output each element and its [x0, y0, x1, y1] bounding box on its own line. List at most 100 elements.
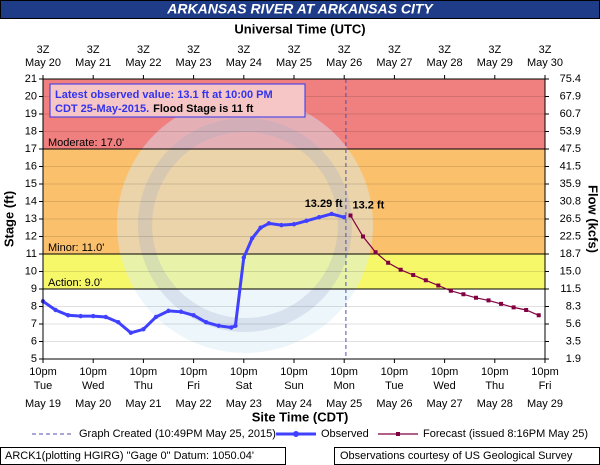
top-tick-date: May 25: [276, 57, 312, 69]
x-tick-day: Fri: [187, 380, 200, 392]
observed-point: [91, 313, 96, 319]
y2-tick-label: 18.7: [560, 248, 581, 260]
top-tick-date: May 23: [176, 57, 212, 69]
observed-point: [342, 215, 347, 220]
observed-point: [78, 313, 83, 319]
peak-annotation: 13.29 ft: [305, 198, 343, 210]
y-tick-label: 11: [26, 248, 37, 260]
x-tick-date: May 21: [125, 398, 161, 410]
x-tick-date: May 25: [326, 398, 362, 410]
y2-axis-title: Flow (kcfs): [586, 185, 600, 253]
y-tick-label: 5: [31, 353, 37, 365]
top-tick-label: 3Z: [137, 44, 150, 56]
top-tick-date: May 24: [226, 57, 262, 69]
y-axis-title: Stage (ft): [1, 191, 16, 247]
forecast-point: [499, 301, 504, 306]
x-tick-day: Mon: [333, 380, 354, 392]
observed-point: [249, 236, 255, 241]
x-tick-date: May 28: [477, 398, 513, 410]
y-tick-label: 7: [31, 318, 37, 330]
flood-band: [43, 149, 545, 254]
y-tick-label: 18: [25, 125, 37, 137]
observed-point: [153, 314, 159, 320]
observed-point: [178, 309, 184, 314]
y2-tick-label: 67.9: [560, 90, 581, 102]
forecast-point: [486, 298, 491, 303]
top-axis-title: Universal Time (UTC): [234, 21, 365, 36]
observed-point: [116, 320, 121, 325]
legend-forecast-label: Forecast (issued 8:16PM May 25): [423, 428, 588, 440]
forecast-point: [473, 295, 478, 300]
y2-tick-label: 53.9: [560, 125, 581, 137]
top-tick-label: 3Z: [438, 44, 451, 56]
observed-point: [329, 211, 334, 217]
info-line2: CDT 25-May-2015.: [55, 103, 149, 115]
top-tick-label: 3Z: [488, 44, 501, 56]
logo-watermark-ring: [138, 118, 352, 332]
x-tick-date: May 23: [226, 398, 262, 410]
x-tick-date: May 29: [527, 398, 563, 410]
observed-point: [141, 327, 146, 332]
forecast-point: [361, 234, 366, 239]
x-tick-label: 10pm: [180, 366, 208, 378]
observed-point: [216, 323, 221, 328]
x-tick-date: May 20: [75, 398, 111, 410]
x-tick-label: 10pm: [481, 366, 509, 378]
top-tick-label: 3Z: [87, 44, 100, 56]
forecast-point: [423, 278, 428, 283]
forecast-point: [411, 273, 416, 277]
top-tick-date: May 28: [427, 57, 463, 69]
observed-point: [279, 222, 284, 228]
legend-observed-label: Observed: [321, 428, 369, 440]
x-tick-label: 10pm: [79, 366, 107, 378]
x-tick-date: May 26: [376, 398, 412, 410]
x-tick-date: May 22: [176, 398, 212, 410]
top-tick-date: May 21: [75, 57, 111, 69]
y2-tick-label: 1.9: [566, 353, 581, 365]
y2-tick-label: 3.5: [566, 335, 581, 347]
top-tick-label: 3Z: [187, 44, 200, 56]
x-tick-day: Sat: [236, 380, 253, 392]
forecast-point: [348, 213, 353, 218]
legend-observed-dot: [293, 431, 299, 437]
x-tick-date: May 19: [25, 398, 61, 410]
x-tick-day: Tue: [34, 380, 53, 392]
y2-tick-label: 30.8: [560, 195, 581, 207]
observed-point: [229, 325, 234, 330]
forecast-point: [373, 250, 378, 255]
x-tick-day: Fri: [539, 380, 552, 392]
x-tick-day: Wed: [433, 380, 455, 392]
x-tick-label: 10pm: [431, 366, 459, 378]
y2-tick-label: 60.7: [560, 108, 581, 120]
footer-left: ARCK1(plotting HGIRG) "Gage 0" Datum: 10…: [5, 450, 254, 462]
threshold-label: Action: 9.0': [48, 277, 102, 289]
observed-point: [266, 221, 272, 226]
x-tick-date: May 27: [427, 398, 463, 410]
x-tick-label: 10pm: [130, 366, 158, 378]
y2-tick-label: 75.4: [560, 73, 581, 85]
x-tick-day: Thu: [134, 380, 153, 392]
top-tick-date: May 29: [477, 57, 513, 69]
y-tick-label: 8: [31, 300, 37, 312]
x-tick-label: 10pm: [29, 366, 57, 378]
observed-point: [203, 320, 209, 325]
forecast-point: [536, 313, 541, 318]
observed-point: [53, 307, 58, 313]
x-tick-day: Sun: [284, 380, 304, 392]
threshold-label: Minor: 11.0': [48, 242, 104, 254]
y-tick-label: 15: [25, 178, 37, 190]
observed-point: [65, 313, 71, 318]
x-tick-label: 10pm: [230, 366, 258, 378]
top-tick-label: 3Z: [338, 44, 351, 56]
x-tick-day: Tue: [385, 380, 404, 392]
threshold-label: Moderate: 17.0': [48, 137, 124, 149]
observed-point: [258, 225, 263, 230]
y-tick-label: 20: [25, 90, 37, 102]
forecast-point: [448, 288, 453, 293]
top-tick-date: May 26: [326, 57, 362, 69]
x-tick-label: 10pm: [531, 366, 559, 378]
y-tick-label: 6: [31, 335, 37, 347]
y2-tick-label: 15.0: [560, 265, 581, 277]
observed-point: [316, 215, 322, 220]
